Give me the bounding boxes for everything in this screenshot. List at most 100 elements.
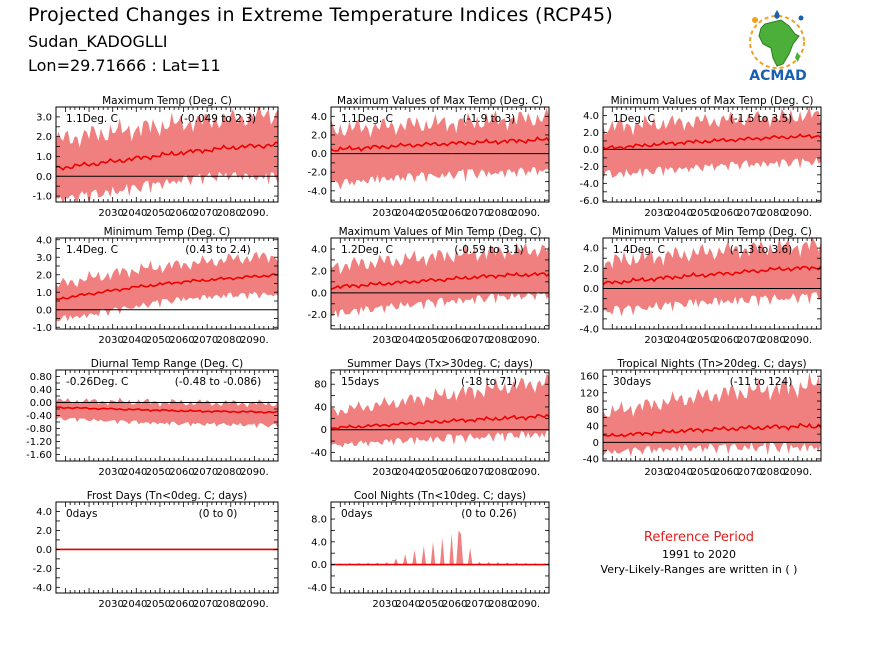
- range-band: [603, 372, 821, 457]
- likely-range: (-1.9 to 3): [463, 113, 516, 125]
- y-tick-label: -2.0: [307, 168, 327, 179]
- x-tick-label: 2050.: [146, 208, 175, 219]
- x-tick-label: 2090.: [511, 335, 540, 346]
- chart-title: Minimum Values of Max Temp (Deg. C): [611, 95, 814, 107]
- y-tick-label: 4.0: [311, 112, 327, 123]
- y-tick-label: 0.0: [36, 172, 52, 183]
- y-tick-label: 1.0: [36, 288, 52, 299]
- x-tick-label: 2080.: [760, 208, 789, 219]
- plot-area: [603, 238, 821, 317]
- y-tick-label: -40: [311, 448, 327, 459]
- chart-panel: 2030.2040.2050.2060.2070.2080.2090. -6.0 -…: [579, 95, 822, 219]
- reference-period-title: Reference Period: [643, 530, 755, 545]
- x-tick-label: 2040.: [396, 335, 425, 346]
- y-tick-label: -1.0: [32, 192, 52, 203]
- x-tick-label: 2090.: [240, 335, 269, 346]
- y-tick-label: -4.0: [32, 583, 52, 594]
- x-tick-label: 2060.: [169, 335, 198, 346]
- range-band: [331, 530, 549, 565]
- x-tick-label: 2040.: [668, 467, 697, 478]
- y-tick-label: 3.0: [36, 253, 52, 264]
- x-tick-label: 2060.: [169, 208, 198, 219]
- x-tick-label: 2060.: [169, 599, 198, 610]
- range-band: [603, 238, 821, 317]
- likely-range: (0.43 to 2.4): [185, 244, 251, 256]
- chart-panel: 2030.2040.2050.2060.2070.2080.2090. -1.60…: [26, 358, 279, 478]
- y-tick-label: -4.0: [579, 325, 599, 336]
- median-line: [603, 422, 821, 438]
- x-tick-label: 2050.: [691, 467, 720, 478]
- x-tick-label: 2040.: [122, 599, 151, 610]
- y-tick-label: 4.0: [311, 244, 327, 255]
- x-tick-label: 2030.: [644, 335, 673, 346]
- plot-frame: [602, 237, 822, 330]
- x-tick-label: 2060.: [714, 208, 743, 219]
- plot-area: [331, 373, 549, 448]
- x-tick-label: 2040.: [396, 599, 425, 610]
- y-tick-label: 40: [586, 421, 599, 432]
- x-tick-label: 2050.: [691, 208, 720, 219]
- plot-area: [331, 530, 549, 566]
- x-tick-label: 2080.: [488, 208, 517, 219]
- y-tick-label: -4.0: [307, 186, 327, 197]
- likely-range: (-0.48 to -0.086): [175, 376, 261, 388]
- plot-area: [331, 107, 549, 190]
- y-tick-label: 2.0: [36, 526, 52, 537]
- likely-range: (-18 to 71): [461, 376, 517, 388]
- chart-title: Minimum Temp (Deg. C): [104, 226, 231, 238]
- y-tick-label: 3.0: [36, 112, 52, 123]
- x-tick-label: 2030.: [98, 335, 127, 346]
- plot-frame: [602, 106, 822, 203]
- y-tick-label: -0.40: [26, 411, 52, 422]
- x-tick-label: 2030.: [644, 467, 673, 478]
- y-tick-label: -40: [583, 454, 599, 465]
- plot-frame: [330, 369, 550, 462]
- chart-panel: 2030.2040.2050.2060.2070.2080.2090. -1.0 0…: [32, 95, 279, 219]
- change-value: 1.4Deg. C: [66, 244, 118, 256]
- plot-area: [331, 242, 549, 319]
- median-line: [56, 406, 278, 414]
- chart-title: Cool Nights (Tn<10deg. C; days): [354, 490, 526, 502]
- chart-panel: 2030.2040.2050.2060.2070.2080.2090. -40 0 4…: [311, 358, 550, 478]
- change-value: 15days: [341, 376, 379, 388]
- chart-panel: 2030.2040.2050.2060.2070.2080.2090. -2.0 0…: [307, 226, 550, 346]
- x-tick-label: 2090.: [511, 208, 540, 219]
- chart-title: Maximum Values of Min Temp (Deg. C): [339, 226, 542, 238]
- x-tick-label: 2080.: [216, 208, 245, 219]
- y-tick-label: -2.0: [32, 564, 52, 575]
- x-tick-label: 2080.: [488, 335, 517, 346]
- y-tick-label: -1.20: [26, 437, 52, 448]
- y-tick-label: 2.0: [311, 266, 327, 277]
- chart-title: Diurnal Temp Range (Deg. C): [91, 358, 243, 370]
- y-tick-label: 80: [314, 380, 327, 391]
- y-tick-label: 8.0: [311, 515, 327, 526]
- plot-area: [56, 107, 278, 202]
- chart-panel: 2030.2040.2050.2060.2070.2080.2090. -4.0 -…: [32, 490, 279, 610]
- median-line: [56, 273, 278, 301]
- y-tick-label: -0.80: [26, 424, 52, 435]
- page-title: Projected Changes in Extreme Temperature…: [28, 4, 614, 26]
- y-tick-label: -2.0: [307, 310, 327, 321]
- x-tick-label: 2090.: [240, 208, 269, 219]
- x-tick-label: 2090.: [240, 599, 269, 610]
- x-tick-label: 2070.: [465, 467, 494, 478]
- y-tick-label: 4.0: [36, 507, 52, 518]
- chart-panel: 2030.2040.2050.2060.2070.2080.2090. -1.0 0…: [32, 226, 279, 346]
- x-tick-label: 2060.: [714, 467, 743, 478]
- x-tick-label: 2030.: [644, 208, 673, 219]
- x-tick-label: 2070.: [465, 208, 494, 219]
- x-tick-label: 2080.: [760, 467, 789, 478]
- y-tick-label: 2.0: [583, 128, 599, 139]
- plot-area: [56, 397, 278, 429]
- y-tick-label: 0.0: [583, 284, 599, 295]
- chart-panel: 2030.2040.2050.2060.2070.2080.2090. -4.0 -…: [579, 226, 822, 346]
- x-tick-label: 2070.: [193, 599, 222, 610]
- x-tick-label: 2040.: [668, 208, 697, 219]
- y-tick-label: 120: [580, 388, 599, 399]
- x-tick-label: 2060.: [714, 335, 743, 346]
- change-value: 1Deg. C: [613, 113, 655, 125]
- change-value: 1.4Deg. C: [613, 244, 665, 256]
- plot-frame: [330, 106, 550, 203]
- y-tick-label: 0.0: [311, 560, 327, 571]
- x-tick-label: 2050.: [146, 335, 175, 346]
